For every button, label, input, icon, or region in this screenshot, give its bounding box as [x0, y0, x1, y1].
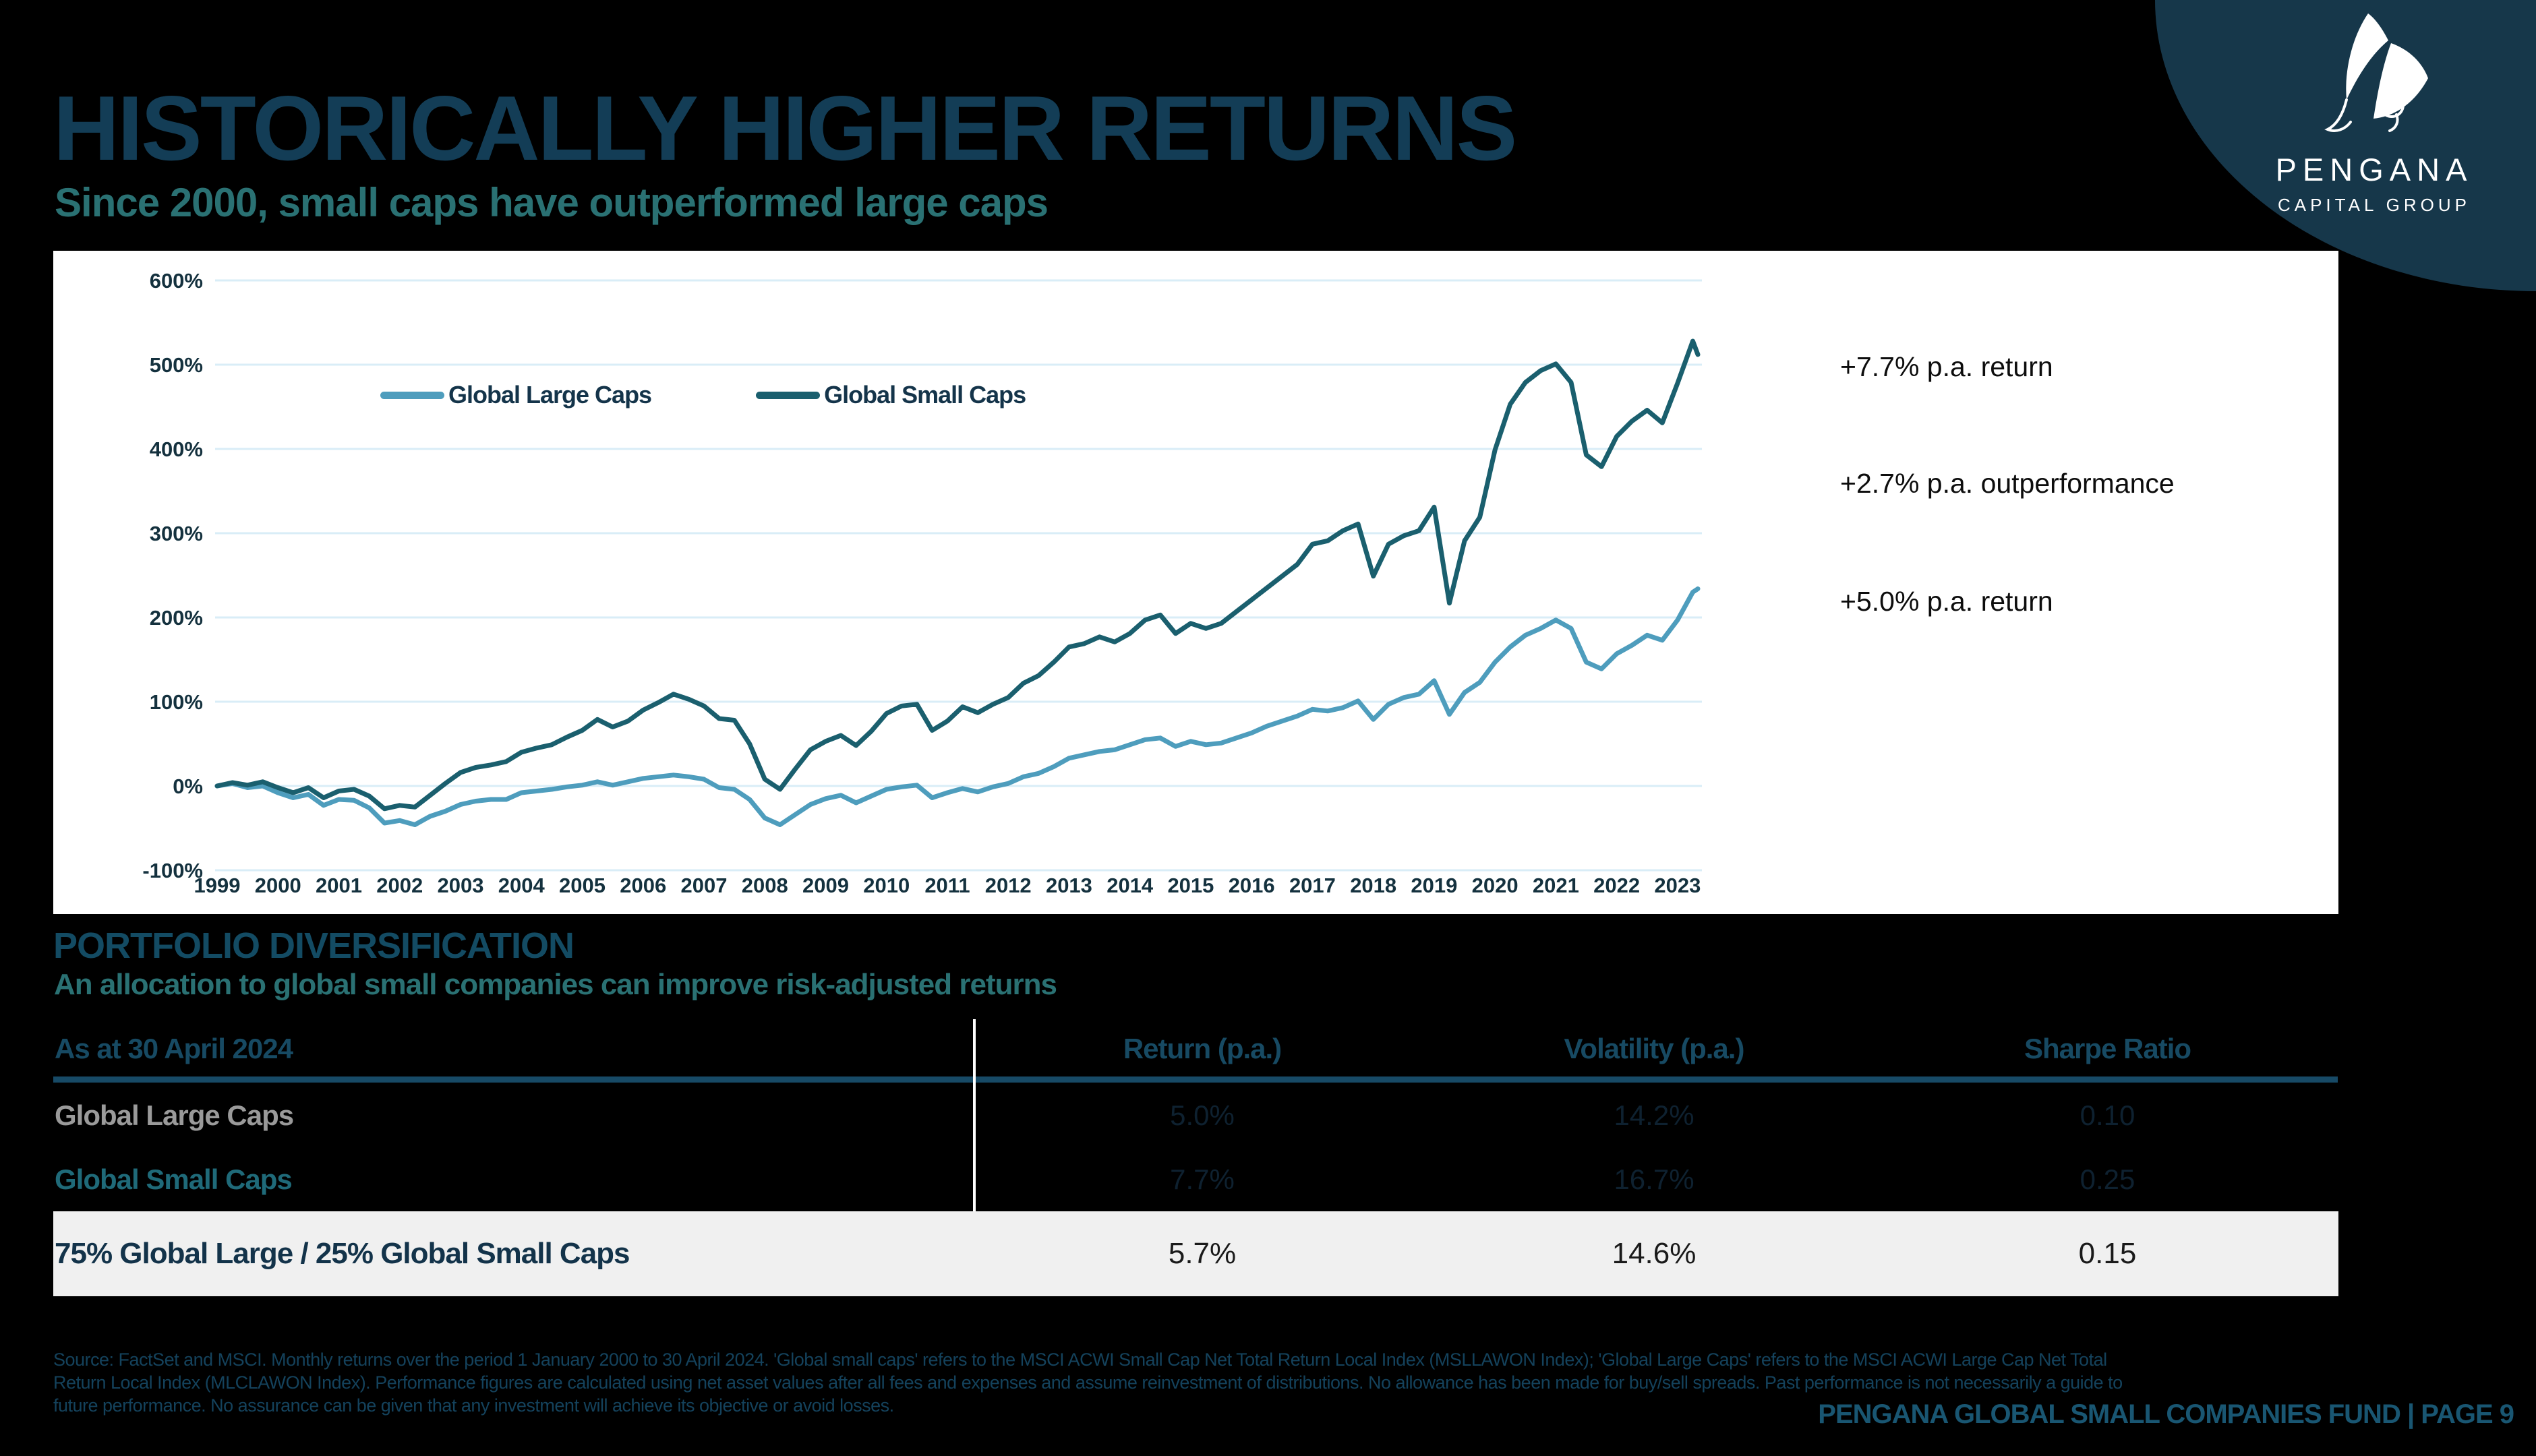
- x-axis-tick-label: 2007: [680, 874, 727, 897]
- table-row-blend: 75% Global Large / 25% Global Small Caps…: [53, 1211, 2338, 1296]
- disclaimer-line: Source: FactSet and MSCI. Monthly return…: [53, 1349, 2107, 1370]
- x-axis-tick-label: 2013: [1046, 874, 1092, 897]
- x-axis-tick-label: 1999: [194, 874, 241, 897]
- x-axis-tick-label: 2002: [376, 874, 423, 897]
- x-axis-tick-label: 2014: [1107, 874, 1154, 897]
- series-line-global-large-caps: [214, 586, 1701, 827]
- y-axis-tick-label: 0%: [173, 775, 203, 798]
- table-header-rule: [53, 1076, 2338, 1083]
- large-caps-line-swatch: [380, 391, 444, 399]
- annotation-large-caps-return: +5.0% p.a. return: [1840, 586, 2053, 617]
- x-axis-tick-label: 2023: [1654, 874, 1701, 897]
- logo-brand-text: PENGANA: [2275, 152, 2473, 187]
- x-axis-tick-label: 2000: [255, 874, 301, 897]
- row-sharpe-value: 0.15: [2078, 1237, 2137, 1270]
- table-column-divider: [973, 1019, 976, 1211]
- series-line-global-small-caps: [214, 338, 1701, 812]
- y-axis-tick-label: 500%: [150, 353, 203, 377]
- x-axis-tick-label: 2021: [1533, 874, 1579, 897]
- x-axis-tick-label: 2018: [1350, 874, 1396, 897]
- y-axis-tick-label: -100%: [142, 859, 203, 882]
- legend-item-global-large-caps: Global Large Caps: [380, 381, 652, 408]
- annotation-outperformance: +2.7% p.a. outperformance: [1840, 468, 2175, 499]
- x-axis-tick-label: 2016: [1229, 874, 1275, 897]
- legend-label: Global Small Caps: [824, 381, 1026, 408]
- disclaimer-line: Return Local Index (MLCLAWON Index). Per…: [53, 1372, 2123, 1393]
- chart-legend: Global Large Caps Global Small Caps: [380, 381, 1026, 408]
- source-disclaimer: Source: FactSet and MSCI. Monthly return…: [53, 1348, 2508, 1417]
- x-axis-tick-label: 2015: [1167, 874, 1214, 897]
- chart-panel: 600% 500% 400% 300% 200% 100% 0% -100% 1999 2000 2…: [53, 251, 2338, 914]
- row-sharpe-value: 0.10: [2080, 1099, 2135, 1131]
- row-label: Global Small Caps: [55, 1163, 293, 1195]
- x-axis-tick-label: 2022: [1593, 874, 1640, 897]
- x-axis-tick-label: 2006: [620, 874, 666, 897]
- legend-label: Global Large Caps: [448, 381, 652, 408]
- row-volatility-value: 14.2%: [1614, 1099, 1694, 1131]
- row-volatility-value: 16.7%: [1614, 1163, 1694, 1195]
- row-label: 75% Global Large / 25% Global Small Caps: [55, 1237, 630, 1270]
- page-subtitle: Since 2000, small caps have outperformed…: [55, 180, 1049, 225]
- x-axis-tick-label: 2003: [437, 874, 483, 897]
- x-axis-tick-label: 2019: [1411, 874, 1457, 897]
- row-return-value: 7.7%: [1170, 1163, 1235, 1195]
- row-return-value: 5.0%: [1170, 1099, 1235, 1131]
- table-header-date: As at 30 April 2024: [55, 1033, 293, 1064]
- annotation-small-caps-return: +7.7% p.a. return: [1840, 351, 2053, 382]
- y-axis-tick-label: 200%: [150, 606, 203, 630]
- x-axis-tick-label: 2004: [498, 874, 545, 897]
- row-return-value: 5.7%: [1168, 1237, 1237, 1270]
- logo-tagline-text: CAPITAL GROUP: [2277, 195, 2471, 215]
- pengana-logo-inner: PENGANA CAPITAL GROUP: [2226, 12, 2523, 216]
- returns-line-chart: 600% 500% 400% 300% 200% 100% 0% -100%1999 2000 2…: [142, 269, 1702, 897]
- x-axis-tick-label: 2012: [985, 874, 1032, 897]
- small-caps-line-swatch: [756, 391, 821, 399]
- page-footer-label: PENGANA GLOBAL SMALL COMPANIES FUND | PA…: [1818, 1399, 2514, 1429]
- table-row-global-small-caps: Global Small Caps 7.7% 16.7% 0.25: [53, 1148, 2338, 1211]
- x-axis-tick-label: 2005: [559, 874, 606, 897]
- row-sharpe-value: 0.25: [2080, 1163, 2135, 1195]
- x-axis-tick-label: 2011: [924, 874, 970, 897]
- y-axis-tick-label: 600%: [150, 269, 203, 293]
- x-axis-tick-label: 2020: [1472, 874, 1518, 897]
- y-axis-tick-label: 100%: [150, 690, 203, 714]
- row-volatility-value: 14.6%: [1612, 1237, 1697, 1270]
- table-header-sharpe: Sharpe Ratio: [2024, 1033, 2191, 1064]
- row-label: Global Large Caps: [55, 1099, 294, 1131]
- section-title: PORTFOLIO DIVERSIFICATION: [53, 926, 574, 966]
- table-header-volatility: Volatility (p.a.): [1564, 1033, 1745, 1064]
- disclaimer-line: future performance. No assurance can be …: [53, 1395, 894, 1416]
- table-row-global-large-caps: Global Large Caps 5.0% 14.2% 0.10: [53, 1083, 2338, 1148]
- section-subtitle: An allocation to global small companies …: [54, 968, 1057, 1001]
- table-header-row: As at 30 April 2024 Return (p.a.) Volati…: [53, 1021, 2338, 1076]
- pengana-bird-icon: [2324, 13, 2428, 132]
- page-title: HISTORICALLY HIGHER RETURNS: [53, 77, 1517, 179]
- x-axis-tick-label: 2001: [316, 874, 362, 897]
- pengana-logo: PENGANA CAPITAL GROUP: [2155, 0, 2536, 291]
- x-axis-tick-label: 2009: [802, 874, 849, 897]
- x-axis-tick-label: 2017: [1289, 874, 1336, 897]
- y-axis-tick-label: 300%: [150, 522, 203, 545]
- legend-item-global-small-caps: Global Small Caps: [756, 381, 1026, 408]
- table-header-return: Return (p.a.): [1123, 1033, 1282, 1064]
- y-axis-tick-label: 400%: [150, 437, 203, 461]
- x-axis-tick-label: 2010: [863, 874, 910, 897]
- x-axis-tick-label: 2008: [742, 874, 788, 897]
